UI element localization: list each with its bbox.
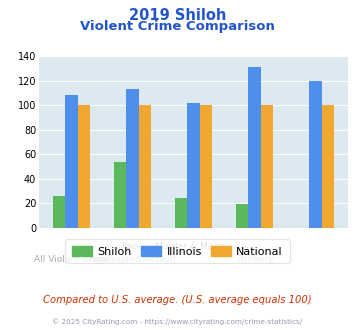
Text: © 2025 CityRating.com - https://www.cityrating.com/crime-statistics/: © 2025 CityRating.com - https://www.city… xyxy=(53,318,302,325)
Bar xyxy=(322,105,334,228)
Bar xyxy=(200,105,212,228)
Bar xyxy=(126,89,138,228)
Text: Rape: Rape xyxy=(121,243,144,251)
Bar xyxy=(310,81,322,228)
Bar xyxy=(77,105,90,228)
Text: All Violent Crime: All Violent Crime xyxy=(33,255,109,264)
Legend: Shiloh, Illinois, National: Shiloh, Illinois, National xyxy=(65,239,290,263)
Text: Aggravated Assault: Aggravated Assault xyxy=(88,255,177,264)
Bar xyxy=(53,196,65,228)
Bar xyxy=(65,95,77,228)
Text: 2019 Shiloh: 2019 Shiloh xyxy=(129,8,226,23)
Bar xyxy=(236,204,248,228)
Text: Compared to U.S. average. (U.S. average equals 100): Compared to U.S. average. (U.S. average … xyxy=(43,295,312,305)
Bar xyxy=(261,105,273,228)
Bar xyxy=(175,198,187,228)
Bar xyxy=(248,67,261,228)
Bar xyxy=(187,103,200,228)
Text: Robbery: Robbery xyxy=(236,255,273,264)
Bar xyxy=(138,105,151,228)
Text: Murder & Mans...: Murder & Mans... xyxy=(155,243,232,251)
Bar xyxy=(114,161,126,228)
Text: Violent Crime Comparison: Violent Crime Comparison xyxy=(80,20,275,33)
